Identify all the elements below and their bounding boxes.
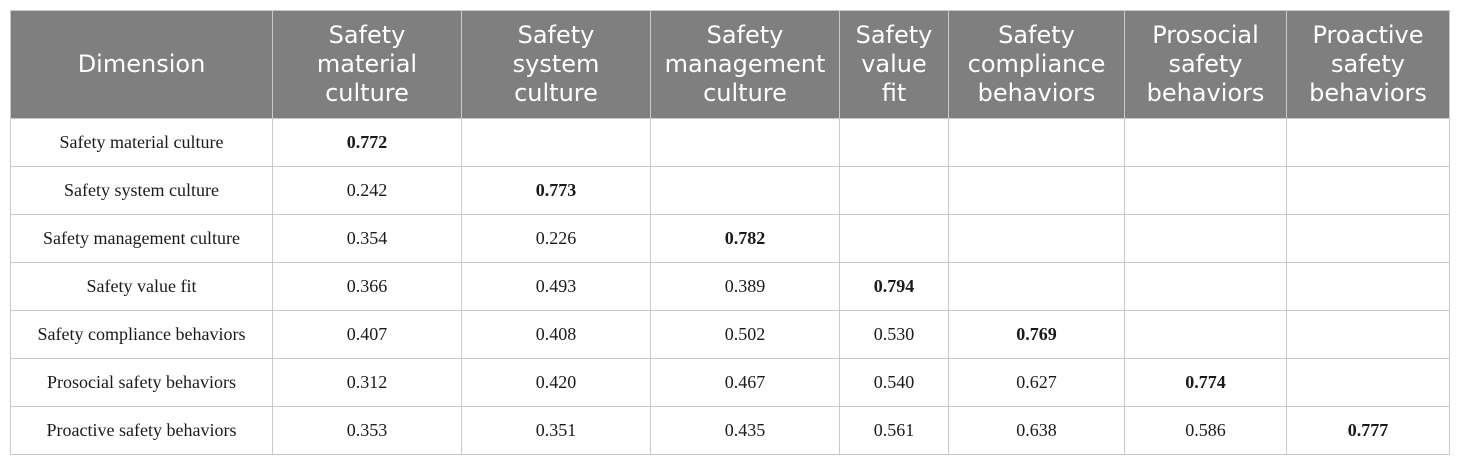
header-line: behaviors — [1146, 79, 1265, 107]
header-line: value — [861, 50, 927, 78]
value-cell: 0.561 — [839, 406, 949, 455]
value-cell: 0.530 — [839, 310, 949, 359]
value-cell — [1286, 262, 1450, 311]
value-cell: 0.435 — [650, 406, 840, 455]
value-cell: 0.354 — [272, 214, 462, 263]
value-cell: 0.586 — [1124, 406, 1287, 455]
table-row: Safety value fit 0.366 0.493 0.389 0.794 — [10, 262, 1450, 311]
header-row: Dimension Safety material culture Safety syst… — [10, 10, 1450, 119]
row-label-cell: Prosocial safety behaviors — [10, 358, 273, 407]
value-cell — [650, 166, 840, 215]
value-cell — [948, 262, 1125, 311]
value-cell: 0.777 — [1286, 406, 1450, 455]
value-cell — [948, 214, 1125, 263]
value-cell: 0.502 — [650, 310, 840, 359]
value-cell: 0.242 — [272, 166, 462, 215]
header-line: safety — [1168, 50, 1243, 78]
table-body: Safety material culture 0.772 Safety syste… — [10, 118, 1450, 455]
value-cell: 0.366 — [272, 262, 462, 311]
value-cell: 0.420 — [461, 358, 651, 407]
value-cell: 0.493 — [461, 262, 651, 311]
table-row: Safety material culture 0.772 — [10, 118, 1450, 167]
header-cell: Safety compliance behaviors — [948, 10, 1125, 119]
header-line: behaviors — [977, 79, 1096, 107]
value-cell: 0.772 — [272, 118, 462, 167]
value-cell: 0.351 — [461, 406, 651, 455]
value-cell — [1124, 262, 1287, 311]
value-cell: 0.353 — [272, 406, 462, 455]
header-line: management — [664, 50, 826, 78]
value-cell: 0.312 — [272, 358, 462, 407]
value-cell — [1286, 310, 1450, 359]
header-line: fit — [881, 79, 907, 107]
row-label-cell: Safety value fit — [10, 262, 273, 311]
header-line: Safety — [855, 21, 933, 49]
value-cell: 0.774 — [1124, 358, 1287, 407]
row-label-cell: Proactive safety behaviors — [10, 406, 273, 455]
header-line: Dimension — [77, 50, 206, 78]
value-cell: 0.408 — [461, 310, 651, 359]
value-cell: 0.407 — [272, 310, 462, 359]
header-line: Safety — [998, 21, 1075, 49]
table-row: Safety compliance behaviors 0.407 0.408 0.5… — [10, 310, 1450, 359]
header-line: Proactive — [1312, 21, 1424, 49]
header-cell: Prosocial safety behaviors — [1124, 10, 1287, 119]
header-line: safety — [1330, 50, 1406, 78]
header-line: culture — [514, 79, 598, 107]
row-label-cell: Safety management culture — [10, 214, 273, 263]
row-label-cell: Safety material culture — [10, 118, 273, 167]
header-line: Prosocial — [1152, 21, 1259, 49]
table-row: Safety system culture 0.242 0.773 — [10, 166, 1450, 215]
value-cell — [1124, 310, 1287, 359]
header-cell: Proactive safety behaviors — [1286, 10, 1450, 119]
header-cell: Safety management culture — [650, 10, 840, 119]
value-cell: 0.782 — [650, 214, 840, 263]
header-cell: Safety system culture — [461, 10, 651, 119]
value-cell: 0.769 — [948, 310, 1125, 359]
header-cell-dimension: Dimension — [10, 10, 273, 119]
value-cell — [948, 118, 1125, 167]
value-cell — [650, 118, 840, 167]
value-cell — [1124, 118, 1287, 167]
row-label-cell: Safety compliance behaviors — [10, 310, 273, 359]
value-cell — [1286, 214, 1450, 263]
row-label-cell: Safety system culture — [10, 166, 273, 215]
value-cell — [1124, 166, 1287, 215]
table-header: Dimension Safety material culture Safety syst… — [10, 10, 1450, 119]
header-cell: Safety value fit — [839, 10, 949, 119]
header-line: Safety — [517, 21, 595, 49]
value-cell — [839, 118, 949, 167]
header-line: culture — [703, 79, 787, 107]
value-cell — [948, 166, 1125, 215]
value-cell: 0.627 — [948, 358, 1125, 407]
header-line: compliance — [967, 50, 1106, 78]
value-cell: 0.773 — [461, 166, 651, 215]
value-cell — [839, 166, 949, 215]
table-row: Proactive safety behaviors 0.353 0.351 0.43… — [10, 406, 1450, 455]
value-cell — [1286, 358, 1450, 407]
header-line: Safety — [328, 21, 406, 49]
value-cell — [1286, 118, 1450, 167]
table-row: Prosocial safety behaviors 0.312 0.420 0.46… — [10, 358, 1450, 407]
header-line: culture — [325, 79, 409, 107]
value-cell: 0.467 — [650, 358, 840, 407]
value-cell — [1124, 214, 1287, 263]
value-cell: 0.540 — [839, 358, 949, 407]
value-cell: 0.794 — [839, 262, 949, 311]
value-cell: 0.226 — [461, 214, 651, 263]
value-cell: 0.638 — [948, 406, 1125, 455]
value-cell — [461, 118, 651, 167]
value-cell: 0.389 — [650, 262, 840, 311]
header-cell: Safety material culture — [272, 10, 462, 119]
header-line: Safety — [706, 21, 784, 49]
table-row: Safety management culture 0.354 0.226 0.782 — [10, 214, 1450, 263]
header-line: material — [316, 50, 418, 78]
header-line: behaviors — [1309, 79, 1427, 107]
header-line: system — [512, 50, 600, 78]
value-cell — [1286, 166, 1450, 215]
correlation-table: Dimension Safety material culture Safety syst… — [10, 10, 1450, 455]
value-cell — [839, 214, 949, 263]
